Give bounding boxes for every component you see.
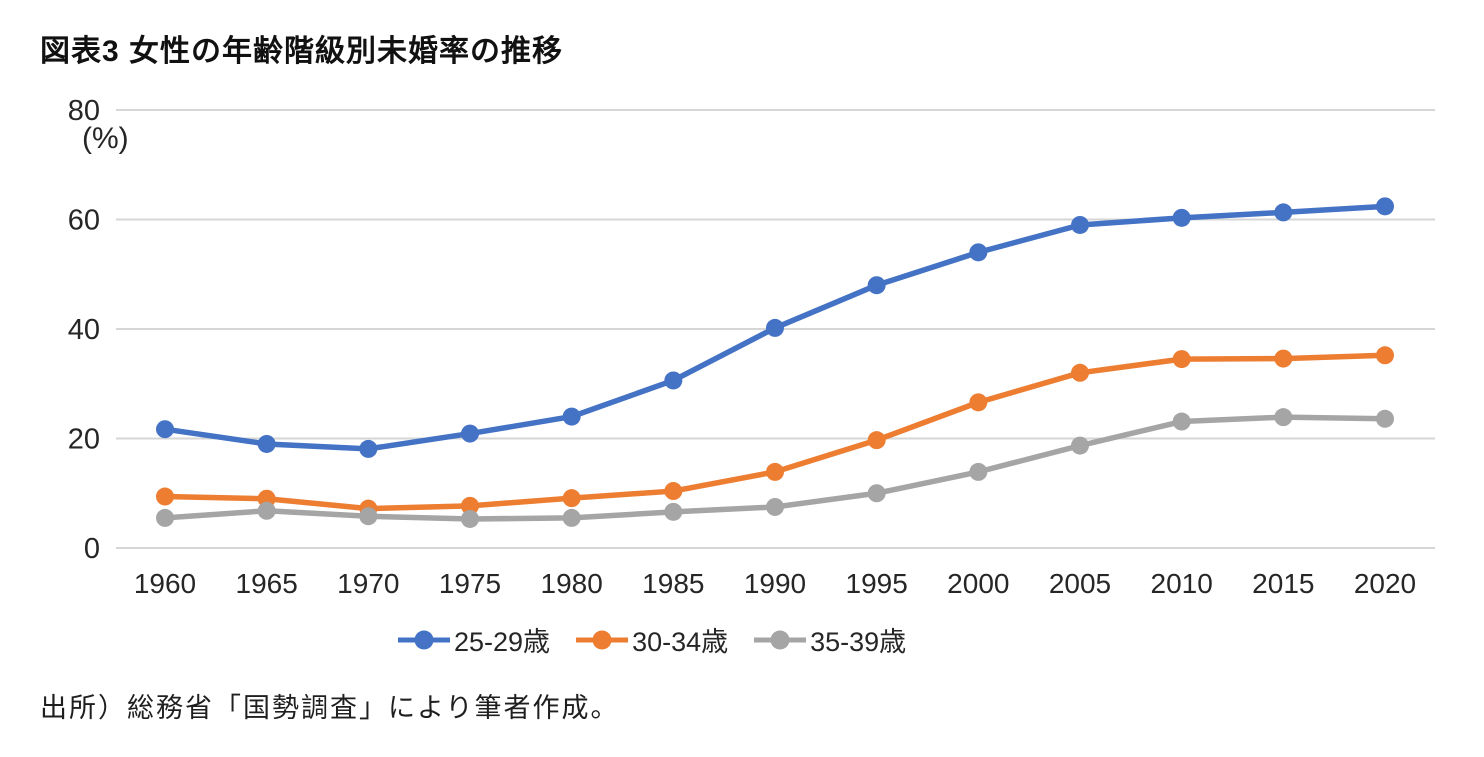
- x-tick-label-2010: 2010: [1151, 568, 1213, 599]
- data-point-30-34歳-2015: [1274, 349, 1293, 368]
- data-point-30-34歳-2005: [1071, 363, 1089, 382]
- page-title: 図表3 女性の年齢階級別未婚率の推移: [40, 35, 564, 68]
- data-point-25-29歳-1965: [257, 434, 276, 453]
- data-point-30-34歳-1985: [664, 482, 683, 501]
- data-point-25-29歳-1990: [766, 318, 784, 337]
- series-line-30-34歳: [162, 352, 1388, 512]
- legend-label: 30-34歳: [632, 627, 729, 657]
- data-point-35-39歳-1965: [257, 501, 276, 520]
- data-point-25-29歳-1995: [867, 276, 886, 295]
- x-tick-label-1960: 1960: [134, 568, 196, 599]
- y-tick-label-0: 0: [84, 533, 100, 565]
- data-point-35-39歳-2020: [1376, 409, 1394, 428]
- legend-marker-icon: [754, 630, 807, 649]
- data-point-30-34歳-1980: [562, 489, 581, 508]
- data-point-25-29歳-2000: [969, 243, 988, 262]
- x-tick-label-2005: 2005: [1049, 568, 1111, 599]
- legend-item-30-34歳: 30-34歳: [576, 620, 728, 659]
- source-note: 出所）総務省「国勢調査」により筆者作成。: [40, 693, 620, 723]
- data-point-35-39歳-1970: [359, 507, 378, 526]
- data-point-30-34歳-1990: [766, 462, 784, 481]
- y-tick-label-80: 80: [68, 95, 100, 127]
- data-point-35-39歳-2005: [1071, 436, 1089, 455]
- x-tick-label-1985: 1985: [642, 568, 704, 599]
- data-point-25-29歳-1960: [156, 420, 174, 439]
- data-point-35-39歳-2000: [969, 462, 988, 481]
- y-tick-label-60: 60: [68, 205, 100, 237]
- x-tick-label-1965: 1965: [236, 568, 298, 599]
- data-point-25-29歳-2005: [1071, 215, 1089, 234]
- legend-label: 25-29歳: [454, 627, 551, 657]
- data-point-35-39歳-1990: [766, 497, 784, 516]
- y-axis-unit-label: (%): [82, 122, 129, 155]
- legend-item-35-39歳: 35-39歳: [754, 620, 906, 659]
- data-point-25-29歳-1980: [562, 407, 581, 426]
- data-point-30-34歳-2010: [1172, 350, 1191, 369]
- data-point-35-39歳-1980: [562, 508, 581, 527]
- x-tick-label-2020: 2020: [1354, 568, 1416, 599]
- y-tick-label-40: 40: [68, 314, 100, 346]
- data-point-30-34歳-1960: [156, 487, 174, 506]
- data-point-30-34歳-2020: [1376, 346, 1394, 365]
- data-point-35-39歳-1960: [156, 508, 174, 527]
- legend-label: 35-39歳: [810, 627, 907, 657]
- data-point-30-34歳-1975: [461, 496, 479, 515]
- y-tick-label-20: 20: [68, 424, 100, 456]
- data-point-25-29歳-1970: [359, 439, 378, 458]
- data-point-25-29歳-2010: [1172, 208, 1191, 227]
- x-tick-label-2015: 2015: [1252, 568, 1314, 599]
- data-point-35-39歳-1985: [664, 502, 683, 521]
- data-point-25-29歳-2015: [1274, 203, 1293, 222]
- legend-item-25-29歳: 25-29歳: [398, 620, 550, 659]
- data-point-25-29歳-1975: [461, 424, 479, 443]
- data-point-35-39歳-2010: [1172, 412, 1191, 431]
- legend-marker-icon: [398, 630, 450, 649]
- data-point-30-34歳-2000: [969, 393, 988, 412]
- x-tick-label-1990: 1990: [744, 568, 806, 599]
- data-point-35-39歳-1975: [461, 509, 479, 528]
- x-tick-label-1975: 1975: [439, 568, 501, 599]
- x-tick-label-1980: 1980: [541, 568, 603, 599]
- x-tick-label-1995: 1995: [846, 568, 908, 599]
- legend-marker-icon: [576, 630, 629, 649]
- data-point-25-29歳-2020: [1376, 197, 1394, 216]
- data-point-35-39歳-2015: [1274, 408, 1293, 427]
- x-tick-label-2000: 2000: [947, 568, 1009, 599]
- data-point-35-39歳-1995: [867, 484, 886, 503]
- data-point-25-29歳-1985: [664, 371, 683, 390]
- x-tick-label-1970: 1970: [337, 568, 399, 599]
- chart-legend: 25-29歳 30-34歳 35-39歳: [398, 620, 906, 659]
- data-point-30-34歳-1995: [867, 431, 886, 450]
